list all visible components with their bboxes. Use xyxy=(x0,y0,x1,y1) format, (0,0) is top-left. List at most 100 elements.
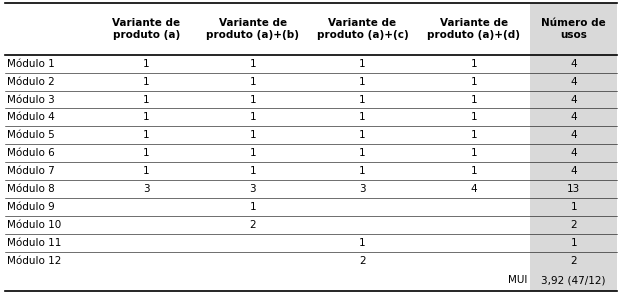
Bar xyxy=(198,162,308,180)
Bar xyxy=(308,162,417,180)
Text: 1: 1 xyxy=(249,166,256,176)
Bar xyxy=(531,108,617,126)
Bar xyxy=(531,126,617,144)
Bar xyxy=(417,180,531,198)
Bar xyxy=(5,73,95,91)
Bar xyxy=(308,55,417,73)
Text: 1: 1 xyxy=(359,95,366,105)
Bar xyxy=(417,252,531,270)
Bar xyxy=(198,55,308,73)
Bar xyxy=(531,162,617,180)
Bar xyxy=(95,216,198,234)
Bar xyxy=(417,108,531,126)
Text: Número de
usos: Número de usos xyxy=(541,18,606,40)
Text: 1: 1 xyxy=(143,166,149,176)
Bar xyxy=(531,3,617,55)
Bar xyxy=(417,216,531,234)
Bar xyxy=(417,126,531,144)
Bar xyxy=(308,216,417,234)
Text: 2: 2 xyxy=(570,220,577,230)
Bar xyxy=(531,91,617,108)
Bar xyxy=(531,180,617,198)
Bar xyxy=(417,234,531,252)
Bar xyxy=(308,73,417,91)
Text: 4: 4 xyxy=(570,148,577,158)
Text: Variante de
produto (a)+(c): Variante de produto (a)+(c) xyxy=(317,18,409,40)
Text: 1: 1 xyxy=(143,112,149,122)
Bar xyxy=(95,162,198,180)
Bar xyxy=(531,270,617,291)
Bar xyxy=(308,198,417,216)
Text: 1: 1 xyxy=(570,238,577,248)
Bar xyxy=(95,252,198,270)
Text: 4: 4 xyxy=(570,130,577,140)
Text: 1: 1 xyxy=(471,166,477,176)
Text: 1: 1 xyxy=(471,112,477,122)
Bar xyxy=(417,270,531,291)
Text: 4: 4 xyxy=(471,184,477,194)
Text: 1: 1 xyxy=(359,77,366,87)
Bar xyxy=(5,3,95,55)
Text: Módulo 6: Módulo 6 xyxy=(7,148,55,158)
Text: 1: 1 xyxy=(471,130,477,140)
Text: MUI: MUI xyxy=(508,275,528,285)
Bar xyxy=(198,108,308,126)
Text: 13: 13 xyxy=(567,184,580,194)
Bar xyxy=(531,198,617,216)
Bar xyxy=(308,3,417,55)
Bar xyxy=(417,144,531,162)
Bar xyxy=(5,270,95,291)
Bar xyxy=(531,144,617,162)
Text: 4: 4 xyxy=(570,95,577,105)
Text: 1: 1 xyxy=(249,202,256,212)
Bar xyxy=(5,216,95,234)
Bar xyxy=(308,91,417,108)
Bar xyxy=(308,144,417,162)
Text: 1: 1 xyxy=(249,77,256,87)
Text: 1: 1 xyxy=(471,148,477,158)
Text: Variante de
produto (a)+(d): Variante de produto (a)+(d) xyxy=(427,18,520,40)
Text: 3: 3 xyxy=(359,184,366,194)
Bar xyxy=(308,180,417,198)
Bar xyxy=(417,55,531,73)
Text: Módulo 8: Módulo 8 xyxy=(7,184,55,194)
Text: 1: 1 xyxy=(249,95,256,105)
Text: Variante de
produto (a)+(b): Variante de produto (a)+(b) xyxy=(206,18,299,40)
Text: 4: 4 xyxy=(570,166,577,176)
Text: Módulo 5: Módulo 5 xyxy=(7,130,55,140)
Text: 1: 1 xyxy=(359,112,366,122)
Text: 1: 1 xyxy=(249,112,256,122)
Bar xyxy=(198,144,308,162)
Text: 3,92 (47/12): 3,92 (47/12) xyxy=(541,275,606,285)
Bar xyxy=(531,216,617,234)
Bar xyxy=(198,198,308,216)
Bar xyxy=(5,91,95,108)
Text: 4: 4 xyxy=(570,59,577,69)
Text: Módulo 9: Módulo 9 xyxy=(7,202,55,212)
Text: 1: 1 xyxy=(143,95,149,105)
Text: Módulo 12: Módulo 12 xyxy=(7,256,62,266)
Bar xyxy=(417,3,531,55)
Bar xyxy=(198,91,308,108)
Text: 1: 1 xyxy=(249,130,256,140)
Bar xyxy=(95,126,198,144)
Text: 1: 1 xyxy=(143,130,149,140)
Text: 1: 1 xyxy=(471,59,477,69)
Text: Módulo 10: Módulo 10 xyxy=(7,220,61,230)
Bar xyxy=(308,126,417,144)
Text: 1: 1 xyxy=(359,130,366,140)
Bar xyxy=(198,234,308,252)
Bar xyxy=(417,91,531,108)
Text: 1: 1 xyxy=(143,59,149,69)
Bar xyxy=(531,234,617,252)
Bar xyxy=(5,144,95,162)
Bar xyxy=(198,3,308,55)
Bar xyxy=(5,126,95,144)
Bar xyxy=(198,126,308,144)
Bar xyxy=(531,55,617,73)
Bar xyxy=(308,234,417,252)
Text: 2: 2 xyxy=(359,256,366,266)
Bar xyxy=(417,162,531,180)
Bar xyxy=(417,198,531,216)
Bar xyxy=(95,3,198,55)
